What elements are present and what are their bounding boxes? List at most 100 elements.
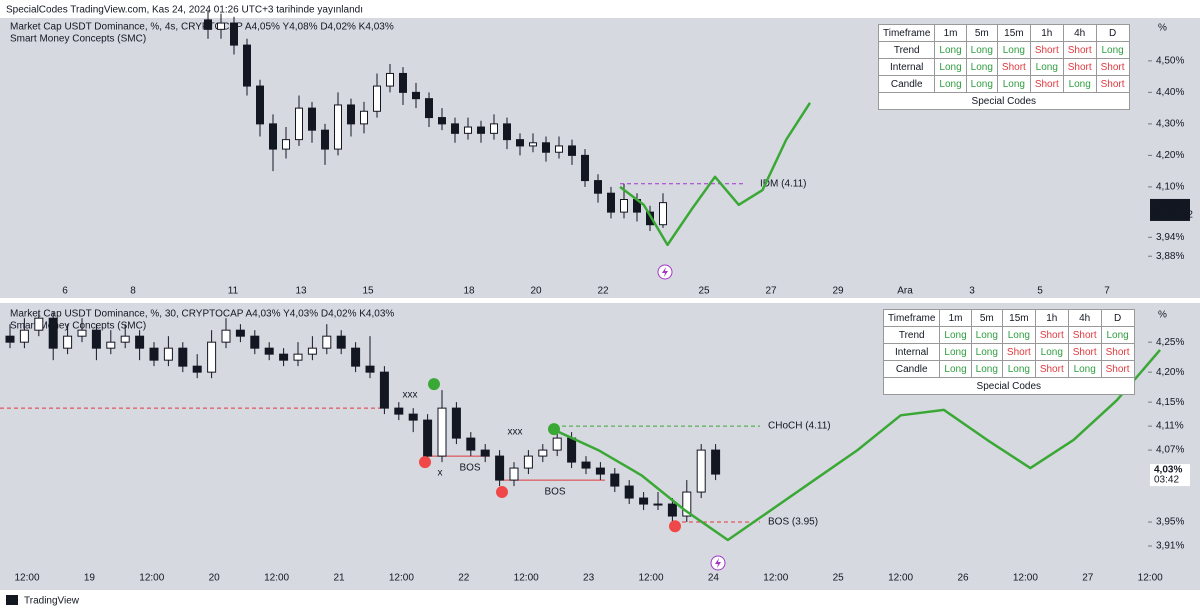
candle-body xyxy=(516,139,524,147)
candle-body xyxy=(464,126,472,134)
table-cell: Short xyxy=(1029,75,1064,93)
candle-body xyxy=(653,503,663,506)
candle-body xyxy=(149,347,159,361)
candle-body xyxy=(379,371,389,409)
level-label: IDM (4.11) xyxy=(760,178,807,189)
table-cell: Short xyxy=(1062,58,1097,76)
candle-body xyxy=(307,347,317,355)
x-tick-label: 8 xyxy=(130,286,136,297)
table-cell: Long xyxy=(939,343,972,361)
projection-line xyxy=(619,102,812,247)
footer-bar xyxy=(0,590,1200,611)
y-tick-label: 4,11% xyxy=(1156,421,1184,432)
swing-marker xyxy=(548,423,560,436)
candle-body xyxy=(568,145,576,156)
candle-body xyxy=(192,365,202,373)
bolt-glyph xyxy=(662,267,668,277)
candle-body xyxy=(408,413,418,421)
candle-body xyxy=(321,129,329,150)
table-cell: Long xyxy=(965,75,998,93)
y-tick-label: 4,20% xyxy=(1156,367,1184,378)
candle-body xyxy=(365,365,375,373)
candle-body xyxy=(34,317,44,331)
table-cell: Long xyxy=(1001,360,1036,378)
x-tick-label: 25 xyxy=(833,573,845,584)
candle-body xyxy=(295,107,303,141)
table-cell: Internal xyxy=(877,58,936,76)
header-bar xyxy=(0,0,1200,18)
swing-marker xyxy=(496,486,508,499)
x-tick-label: 12:00 xyxy=(1138,573,1163,584)
candle-body xyxy=(48,317,58,349)
candle-body xyxy=(235,329,245,337)
x-tick-label: 12:00 xyxy=(638,573,663,584)
candle-body xyxy=(425,98,433,119)
candle-body xyxy=(394,407,404,415)
candle-body xyxy=(77,329,87,337)
y-tick-label: 3,91% xyxy=(1156,541,1184,552)
x-tick-label: 12:00 xyxy=(389,573,414,584)
x-tick-label: 24 xyxy=(708,573,720,584)
table-cell: Short xyxy=(1034,326,1069,344)
candle-body xyxy=(279,353,289,361)
candle-body xyxy=(243,44,251,87)
candle-body xyxy=(620,198,628,213)
logo xyxy=(6,595,18,605)
table-cell: 4h xyxy=(1067,309,1102,327)
x-tick-label: 7 xyxy=(1104,286,1110,297)
y-tick-label: 3,95% xyxy=(1156,517,1184,528)
candle-body xyxy=(63,335,73,349)
table-cell: 5m xyxy=(965,24,998,42)
x-tick-label: 12:00 xyxy=(139,573,164,584)
table-cell: Long xyxy=(939,360,972,378)
candle-body xyxy=(696,449,706,493)
candle-body xyxy=(207,341,217,373)
table-cell: Trend xyxy=(877,41,936,59)
x-tick-label: 26 xyxy=(957,573,969,584)
indicator-name: Smart Money Concepts (SMC) xyxy=(10,321,146,332)
x-tick-label: 23 xyxy=(583,573,595,584)
x-tick-label: 27 xyxy=(765,286,777,297)
x-tick-label: 15 xyxy=(362,286,374,297)
candle-body xyxy=(711,449,721,475)
x-tick-label: 12:00 xyxy=(888,573,913,584)
candle-body xyxy=(264,347,274,355)
x-tick-label: 12:00 xyxy=(763,573,788,584)
swing-marker xyxy=(669,520,681,533)
panel-legend: Market Cap USDT Dominance, %, 30, CRYPTO… xyxy=(10,309,394,320)
table-cell: 15m xyxy=(1001,309,1036,327)
candle-body xyxy=(581,154,589,182)
candle-body xyxy=(322,335,332,349)
candle-body xyxy=(308,107,316,131)
table-cell: Short xyxy=(1067,343,1102,361)
candle-body xyxy=(347,104,355,125)
x-tick-label: 5 xyxy=(1037,286,1043,297)
candle-body xyxy=(269,123,277,150)
table-cell: Long xyxy=(934,58,967,76)
candle-body xyxy=(555,145,563,153)
x-tick-label: 12:00 xyxy=(14,573,39,584)
y-tick-label: 4,10% xyxy=(1156,182,1184,193)
table-cell: Trend xyxy=(882,326,941,344)
table-cell: Long xyxy=(965,41,998,59)
table-cell: Long xyxy=(996,75,1031,93)
table-cell: Long xyxy=(970,326,1003,344)
candle-body xyxy=(250,335,260,349)
signal-table: Timeframe 1m 5m 15m 1h 4h D Trend Long Long Long Sh… xyxy=(877,24,1130,110)
price-tag-label: 4,03% xyxy=(1154,465,1182,476)
candle-body xyxy=(466,437,476,451)
table-cell: D xyxy=(1100,309,1135,327)
candle-body xyxy=(204,19,212,30)
y-tick-label: 4,30% xyxy=(1156,119,1184,130)
table-cell: Long xyxy=(934,41,967,59)
candle-body xyxy=(163,347,173,361)
table-cell: Timeframe xyxy=(882,309,941,327)
level-label: CHoCH (4.11) xyxy=(768,421,831,432)
candle-body xyxy=(256,85,264,125)
table-cell: Timeframe xyxy=(877,24,936,42)
x-tick-label: 22 xyxy=(458,573,470,584)
candle-body xyxy=(451,407,461,439)
candle-body xyxy=(19,329,29,343)
table-cell: Internal xyxy=(882,343,941,361)
table-cell: Short xyxy=(1100,343,1135,361)
